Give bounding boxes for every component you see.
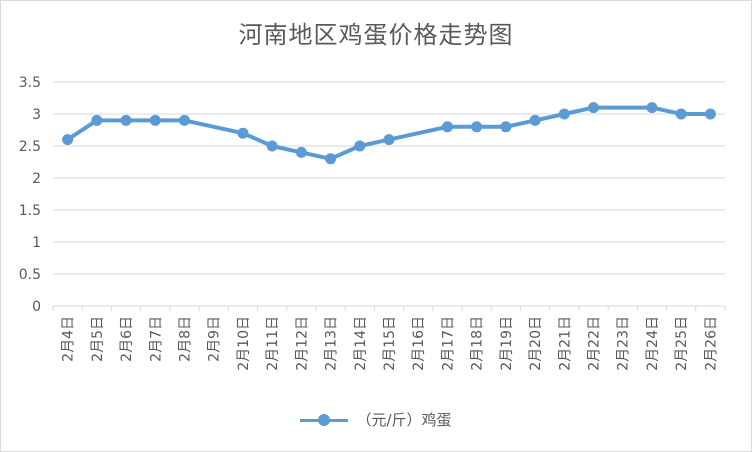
y-tick-label: 2.5 — [19, 139, 41, 155]
x-tick-label: 2月17日 — [440, 316, 456, 371]
data-point — [704, 108, 716, 120]
x-tick-label: 2月5日 — [90, 316, 106, 362]
data-point — [266, 140, 278, 152]
x-tick-label: 2月12日 — [294, 316, 310, 371]
x-tick-label: 2月21日 — [557, 316, 573, 371]
data-point — [149, 114, 161, 126]
x-tick-label: 2月24日 — [645, 316, 661, 371]
x-tick-label: 2月22日 — [587, 316, 603, 371]
data-point — [91, 114, 103, 126]
y-tick-label: 1.5 — [19, 203, 41, 219]
data-point — [295, 146, 307, 158]
y-tick-label: 2 — [32, 171, 41, 187]
legend-swatch — [300, 413, 349, 426]
x-tick-label: 2月4日 — [61, 316, 77, 362]
x-tick-label: 2月23日 — [616, 316, 632, 371]
y-tick-label: 0 — [32, 299, 41, 315]
x-tick-label: 2月25日 — [674, 316, 690, 371]
data-point — [383, 134, 395, 146]
data-point — [237, 127, 249, 139]
x-tick-label: 2月19日 — [499, 316, 515, 371]
y-tick-label: 1 — [32, 235, 41, 251]
x-tick-label: 2月26日 — [703, 316, 719, 371]
y-tick-label: 3.5 — [19, 75, 41, 91]
y-tick-label: 3 — [32, 107, 41, 123]
data-point — [441, 121, 453, 133]
legend: （元/斤）鸡蛋 — [1, 409, 751, 430]
x-tick-label: 2月15日 — [382, 316, 398, 371]
x-tick-label: 2月9日 — [207, 316, 223, 362]
data-point — [325, 153, 337, 165]
x-tick-label: 2月11日 — [265, 316, 281, 371]
data-point — [646, 102, 658, 114]
x-tick-label: 2月14日 — [353, 316, 369, 371]
data-point — [120, 114, 132, 126]
chart-title: 河南地区鸡蛋价格走势图 — [238, 21, 514, 49]
x-tick-label: 2月20日 — [528, 316, 544, 371]
x-tick-label: 2月7日 — [148, 316, 164, 362]
data-point — [354, 140, 366, 152]
x-tick-label: 2月13日 — [324, 316, 340, 371]
data-point — [675, 108, 687, 120]
y-tick-label: 0.5 — [19, 267, 41, 283]
x-tick-label: 2月6日 — [119, 316, 135, 362]
data-point — [588, 102, 600, 114]
data-point — [62, 134, 74, 146]
data-point — [558, 108, 570, 120]
x-tick-label: 2月8日 — [177, 316, 193, 362]
data-point — [178, 114, 190, 126]
legend-label: （元/斤）鸡蛋 — [356, 411, 452, 429]
data-point — [529, 114, 541, 126]
data-point — [500, 121, 512, 133]
x-tick-label: 2月16日 — [411, 316, 427, 371]
legend-marker-icon — [318, 413, 331, 426]
data-point — [471, 121, 483, 133]
series-line — [65, 105, 713, 161]
x-tick-label: 2月10日 — [236, 316, 252, 371]
x-tick-label: 2月18日 — [470, 316, 486, 371]
